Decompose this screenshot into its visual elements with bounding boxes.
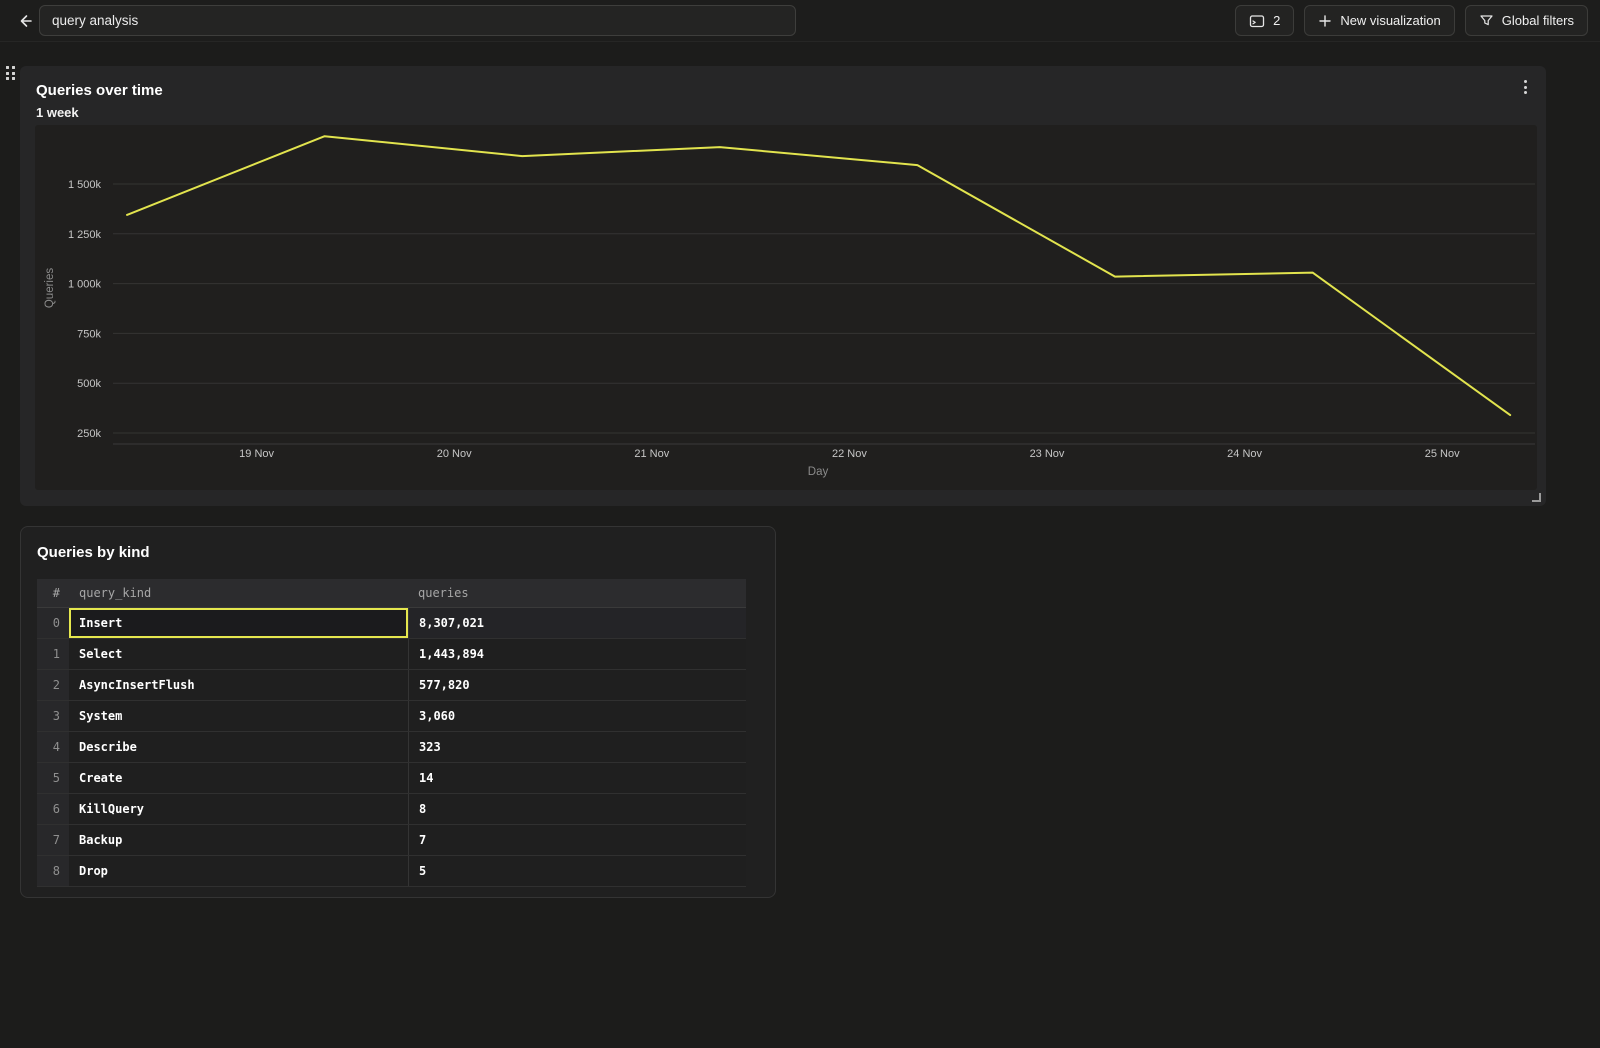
row-index-cell[interactable]: 2: [37, 670, 69, 700]
y-tick-label: 750k: [77, 328, 101, 340]
queries-table-body: 0 Insert 8,307,021 1 Select 1,443,894 2 AsyncIn…: [37, 608, 746, 887]
query-kind-cell[interactable]: AsyncInsertFlush: [79, 678, 195, 692]
queries-over-time-panel: Queries over time 1 week 1 500k 1 250k 1 0…: [20, 66, 1546, 506]
queries-value-cell[interactable]: 323: [408, 732, 746, 762]
x-tick-label: 19 Nov: [239, 448, 274, 460]
query-kind-cell[interactable]: Insert: [69, 608, 408, 638]
queries-table: # query_kind queries 0 Insert 8,307,021 1 Se…: [37, 579, 746, 887]
table-row: 3 System 3,060: [37, 701, 746, 732]
queries-value-cell[interactable]: 14: [408, 763, 746, 793]
table-row: 7 Backup 7: [37, 825, 746, 856]
x-tick-label: 24 Nov: [1227, 448, 1262, 460]
queries-value-cell[interactable]: 1,443,894: [408, 639, 746, 669]
query-kind-cell[interactable]: KillQuery: [79, 802, 145, 816]
header-query-kind: query_kind: [79, 586, 152, 600]
query-kind-cell[interactable]: Backup: [79, 833, 123, 847]
table-row: 1 Select 1,443,894: [37, 639, 746, 670]
resize-corner-icon[interactable]: [1532, 493, 1541, 502]
queries-by-kind-panel: Queries by kind # query_kind queries 0 In…: [20, 526, 776, 898]
row-index-cell[interactable]: 5: [37, 763, 69, 793]
query-kind-cell[interactable]: Drop: [79, 864, 108, 878]
table-row: 6 KillQuery 8: [37, 794, 746, 825]
query-kind-cell[interactable]: Select: [79, 647, 123, 661]
queries-chart-svg: 1 500k 1 250k 1 000k 750k 500k 250k 19 Nov 20 N…: [44, 135, 1535, 478]
query-kind-cell[interactable]: Describe: [79, 740, 137, 754]
row-index-cell[interactable]: 1: [37, 639, 69, 669]
x-tick-label: 25 Nov: [1425, 448, 1460, 460]
queries-value-cell[interactable]: 577,820: [408, 670, 746, 700]
funnel-icon: [1480, 15, 1493, 26]
global-filters-label: Global filters: [1501, 13, 1574, 28]
queries-chart-plot: 1 500k 1 250k 1 000k 750k 500k 250k 19 Nov 20 N…: [35, 125, 1537, 490]
table-header-row: # query_kind queries: [37, 579, 746, 608]
new-visualization-label: New visualization: [1340, 13, 1441, 28]
table-row: 8 Drop 5: [37, 856, 746, 887]
new-visualization-button[interactable]: New visualization: [1304, 5, 1455, 36]
y-tick-label: 1 000k: [68, 279, 102, 291]
table-row: 4 Describe 323: [37, 732, 746, 763]
y-tick-label: 250k: [77, 428, 101, 440]
arrow-left-icon: [20, 14, 32, 27]
sql-console-count-button[interactable]: 2: [1235, 5, 1295, 36]
header-queries: queries: [418, 586, 469, 600]
drag-dots-icon[interactable]: [6, 66, 20, 84]
queries-value-cell[interactable]: 8: [408, 794, 746, 824]
x-axis-title: Day: [808, 466, 829, 478]
topbar-actions: 2 New visualization Global filters: [1235, 5, 1588, 36]
table-row: 2 AsyncInsertFlush 577,820: [37, 670, 746, 701]
x-tick-label: 23 Nov: [1030, 448, 1065, 460]
dashboard-title-input[interactable]: [39, 5, 796, 36]
table-row: 5 Create 14: [37, 763, 746, 794]
x-tick-label: 21 Nov: [634, 448, 669, 460]
topbar: 2 New visualization Global filters: [0, 0, 1600, 42]
table-row: 0 Insert 8,307,021: [37, 608, 746, 639]
y-axis-title: Queries: [44, 268, 56, 309]
x-tick-label: 22 Nov: [832, 448, 867, 460]
sql-console-icon: [1249, 14, 1265, 27]
queries-value-cell[interactable]: 7: [408, 825, 746, 855]
chart-subtitle: 1 week: [36, 105, 79, 120]
query-kind-cell[interactable]: Create: [79, 771, 123, 785]
row-index-cell[interactable]: 6: [37, 794, 69, 824]
row-index-cell[interactable]: 8: [37, 856, 69, 886]
kebab-menu-icon[interactable]: [1516, 78, 1534, 96]
y-tick-label: 1 500k: [68, 179, 102, 191]
query-kind-cell[interactable]: System: [79, 709, 123, 723]
header-index: #: [52, 586, 60, 600]
row-index-cell[interactable]: 3: [37, 701, 69, 731]
row-index-cell[interactable]: 4: [37, 732, 69, 762]
console-count: 2: [1273, 13, 1281, 28]
table-title: Queries by kind: [37, 544, 150, 561]
y-tick-label: 500k: [77, 378, 101, 390]
queries-value-cell[interactable]: 3,060: [408, 701, 746, 731]
queries-series-line: [126, 135, 1512, 417]
back-button[interactable]: [12, 8, 38, 34]
plus-icon: [1319, 14, 1332, 27]
global-filters-button[interactable]: Global filters: [1464, 5, 1588, 36]
row-index-cell[interactable]: 7: [37, 825, 69, 855]
queries-value-cell[interactable]: 5: [408, 856, 746, 886]
x-tick-label: 20 Nov: [437, 448, 472, 460]
queries-value-cell[interactable]: 8,307,021: [408, 608, 746, 638]
y-tick-label: 1 250k: [68, 229, 102, 241]
row-index-cell[interactable]: 0: [37, 608, 69, 638]
chart-title: Queries over time: [36, 82, 163, 99]
